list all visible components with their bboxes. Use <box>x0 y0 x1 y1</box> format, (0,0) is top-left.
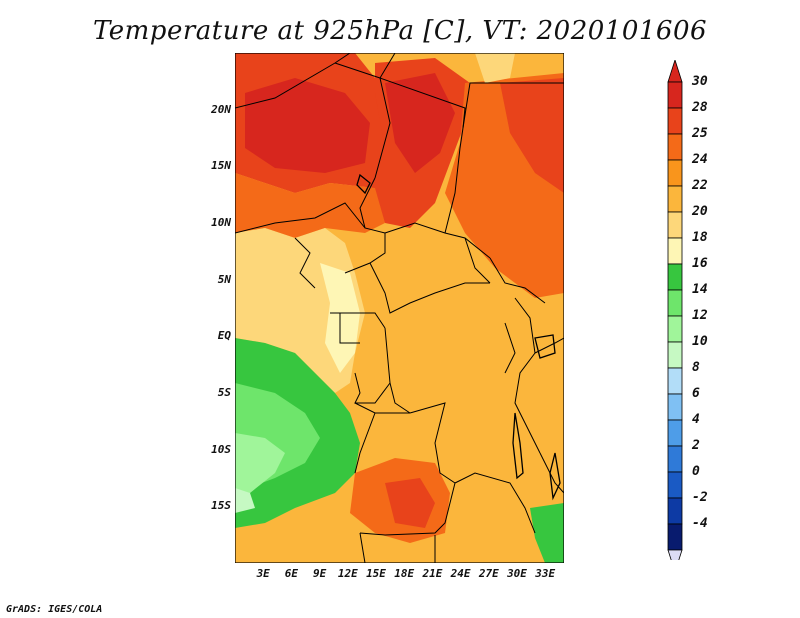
colorbar-bin <box>667 263 683 291</box>
lon-tick-label: 15E <box>366 567 386 580</box>
colorbar-bin <box>667 159 683 187</box>
lakes <box>356 173 561 501</box>
colorbar-level-label: -2 <box>692 490 708 505</box>
colorbar-level-label: 24 <box>692 152 708 167</box>
border-line <box>294 237 316 289</box>
lat-tick-label: 10S <box>211 442 231 456</box>
border-line <box>444 127 464 234</box>
lon-tick-label: 33E <box>535 567 556 580</box>
colorbar-level-label: 16 <box>692 256 708 271</box>
colorbar-bin <box>667 523 683 551</box>
colorbar-level-label: 14 <box>692 282 708 297</box>
colorbar-level-label: 20 <box>692 204 708 219</box>
colorbar-level-label: 10 <box>692 334 708 349</box>
colorbar-bin <box>667 107 683 135</box>
colorbar-level-label: 12 <box>692 308 708 323</box>
colorbar-level-label: 28 <box>692 100 708 115</box>
lake-malawi <box>549 452 561 501</box>
lake-victoria <box>534 334 556 359</box>
colorbar-bin <box>667 471 683 499</box>
lat-tick-label: 5N <box>217 272 231 286</box>
field-hottest-east <box>500 78 564 193</box>
lon-tick-label: 21E <box>422 567 443 580</box>
lon-tick-label: 9E <box>312 567 327 580</box>
border-line <box>330 312 386 329</box>
colorbar-level-label: 4 <box>692 412 700 427</box>
border-line <box>464 237 491 284</box>
colorbar-top-arrow <box>667 60 683 83</box>
field-se-green <box>530 503 564 563</box>
colorbar-level-label: 0 <box>692 464 700 479</box>
chart-title: Temperature at 925hPa [C], VT: 202010160… <box>92 16 708 46</box>
colorbar <box>667 60 683 560</box>
border-line <box>339 313 360 344</box>
colorbar-level-label: 8 <box>692 360 700 375</box>
colorbar-bin <box>667 419 683 447</box>
lat-tick-label: 5S <box>217 386 231 399</box>
lon-tick-label: 27E <box>478 567 499 580</box>
colorbar-bin <box>667 211 683 239</box>
field-ocean-12-14 <box>235 433 285 498</box>
field-hottest-30 <box>245 78 370 173</box>
border-line <box>504 322 516 374</box>
field-ocean-10-12 <box>235 488 255 513</box>
border-line <box>369 262 490 314</box>
lat-tick-label: 15S <box>211 499 231 513</box>
colorbar-bin <box>667 133 683 161</box>
colorbar-level-label: -4 <box>692 516 708 531</box>
lon-tick-label: 6E <box>284 567 299 580</box>
border-line <box>359 482 456 536</box>
colorbar-level-label: 6 <box>692 386 700 401</box>
lat-tick-label: 10N <box>211 216 231 229</box>
colorbar-bin <box>667 497 683 525</box>
border-line <box>462 82 564 129</box>
colorbar-bin <box>667 185 683 213</box>
field-warm-sahel <box>235 173 385 238</box>
border-line <box>374 77 391 179</box>
credit-text: GrADS: IGES/COLA <box>6 604 103 615</box>
colorbar-bin <box>667 81 683 109</box>
lat-tick-label: EQ <box>217 329 231 343</box>
border-line <box>534 337 564 354</box>
colorbar-level-label: 30 <box>692 74 708 89</box>
temperature-map <box>235 53 564 563</box>
country-borders <box>235 53 564 563</box>
field-hot-south <box>385 478 435 528</box>
border-line <box>359 177 386 234</box>
lake-tanganyika <box>512 412 524 480</box>
colorbar-bin <box>667 341 683 369</box>
colorbar-bin <box>667 367 683 395</box>
lat-tick-label: 15N <box>211 159 231 173</box>
border-line <box>354 412 376 474</box>
colorbar-level-label: 25 <box>692 126 708 141</box>
border-line <box>409 402 456 484</box>
colorbar-bottom-arrow <box>667 549 683 560</box>
colorbar-bin <box>667 315 683 343</box>
border-line <box>514 297 541 454</box>
border-line <box>344 233 386 274</box>
colorbar-level-label: 2 <box>692 438 700 453</box>
lon-tick-label: 24E <box>450 567 471 580</box>
field-ne-patch <box>475 53 515 83</box>
lat-tick-label: 20N <box>211 102 231 116</box>
lon-tick-label: 3E <box>256 567 270 580</box>
border-line <box>359 532 366 563</box>
lon-tick-label: 12E <box>337 567 358 580</box>
border-line <box>235 202 366 234</box>
border-line <box>539 452 564 494</box>
colorbar-level-label: 22 <box>692 178 708 193</box>
colorbar-bin <box>667 393 683 421</box>
border-line <box>235 53 351 109</box>
lon-tick-label: 18E <box>394 567 415 580</box>
colorbar-level-label: 18 <box>692 230 708 245</box>
lon-tick-label: 30E <box>507 567 527 580</box>
border-line <box>454 472 536 534</box>
border-line <box>489 257 546 304</box>
lake-chad <box>356 173 371 195</box>
colorbar-bin <box>667 289 683 317</box>
colorbar-bin <box>667 445 683 473</box>
border-line <box>384 327 411 414</box>
colorbar-bin <box>667 237 683 265</box>
